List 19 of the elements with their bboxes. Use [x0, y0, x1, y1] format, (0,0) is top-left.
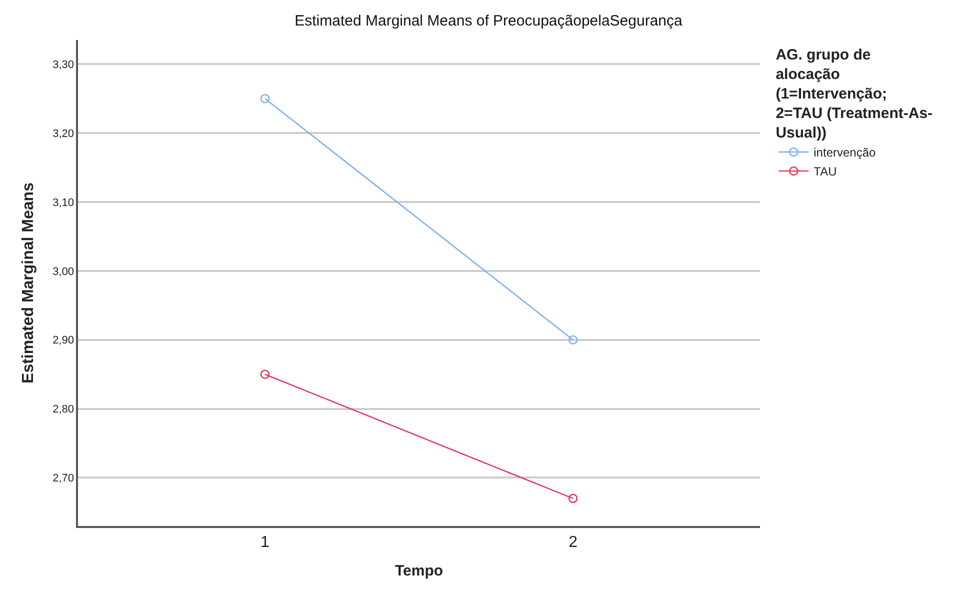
y-tick-label: 3,00	[52, 266, 74, 278]
point	[568, 335, 578, 345]
y-tick-label: 2,90	[52, 334, 74, 347]
y-tick-label: 2,80	[52, 404, 74, 416]
y-tick-label: 2,70	[52, 472, 74, 485]
x-axis-title: Tempo	[394, 562, 444, 580]
legend-label: intervenção	[814, 146, 876, 160]
y-tick-label: 3,30	[52, 58, 74, 71]
y-tick-label: 3,20	[52, 128, 74, 140]
legend-label: TAU	[814, 164, 837, 179]
point	[568, 494, 578, 504]
y-axis-title: Estimated Marginal Means	[20, 182, 38, 384]
x-tick-label: 2	[568, 534, 578, 551]
x-tick-label: 1	[260, 534, 270, 551]
point	[260, 370, 270, 379]
chart-title: Estimated Marginal Means of PreocupaçãopelaSegurança	[294, 12, 684, 30]
point	[260, 94, 270, 104]
legend-title: AG. grupo de alocação (1=Intervenção; 2=TAU (Treatment-As-Usual))	[776, 46, 933, 142]
y-tick-label: 3,10	[52, 196, 74, 209]
